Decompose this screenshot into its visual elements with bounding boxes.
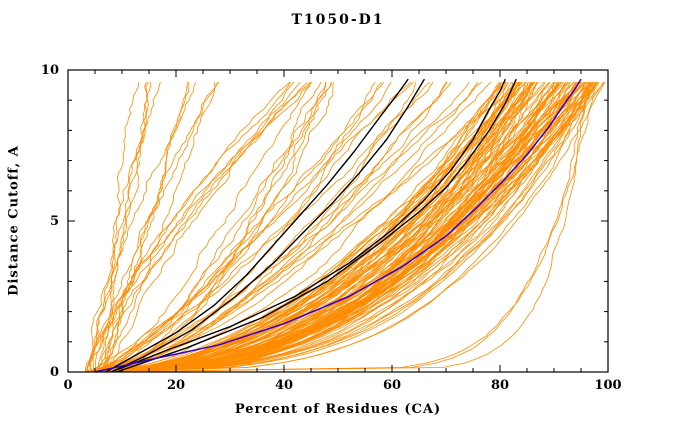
ensemble-curve	[95, 81, 220, 373]
ensemble-curve	[89, 81, 593, 373]
ensemble-curve	[92, 81, 414, 373]
ensemble-curve	[98, 81, 149, 373]
ensemble-curve	[104, 81, 479, 373]
ensemble-curve	[91, 81, 447, 373]
ensemble-curve	[87, 82, 591, 373]
ensemble-curve	[88, 81, 161, 373]
ensemble-curve	[101, 81, 546, 373]
ensemble-curve	[90, 81, 503, 373]
ensemble-curve	[97, 81, 555, 373]
x-tick-label: 0	[63, 378, 72, 393]
ensemble-curve	[88, 81, 385, 373]
ensemble-curve	[97, 81, 591, 373]
ensemble-curve	[95, 81, 545, 373]
ensemble-curve	[86, 81, 600, 373]
ensemble-curve	[105, 81, 503, 373]
ensemble-curve	[96, 82, 188, 373]
ensemble-curve	[101, 82, 334, 373]
ensemble-curve	[98, 81, 591, 373]
ensemble-curve	[106, 81, 518, 373]
ensemble-curve	[85, 81, 512, 373]
ensemble-curve	[106, 81, 523, 373]
ensemble-curve	[98, 81, 521, 373]
ensemble-curve	[99, 81, 594, 373]
ensemble-curve	[84, 81, 197, 373]
ensemble-curve	[96, 81, 591, 373]
ensemble-curve	[93, 81, 501, 373]
ensemble-curve	[86, 82, 140, 373]
ensemble-curve	[88, 81, 596, 373]
ensemble-curve	[84, 82, 327, 373]
ensemble-curve	[86, 81, 506, 373]
ensemble-curve	[93, 81, 291, 373]
ensemble-curve	[88, 81, 322, 373]
x-tick-label: 40	[275, 378, 293, 393]
highlight-model-1	[105, 78, 409, 373]
ensemble-curve	[84, 81, 518, 373]
ensemble-curve	[83, 81, 448, 373]
ensemble-curve	[95, 81, 333, 373]
y-tick-label: 5	[50, 214, 59, 229]
chart-title: T1050-D1	[291, 12, 385, 28]
ensemble-curve	[86, 81, 503, 373]
ensemble-curve	[103, 81, 312, 373]
ensemble-curve	[101, 81, 605, 373]
ensemble-curve	[90, 81, 594, 373]
ensemble-curve	[105, 81, 585, 373]
ensemble-curve	[105, 81, 295, 373]
ensemble-curve	[102, 81, 566, 373]
ensemble-curve	[100, 81, 535, 373]
ensemble-curve	[94, 81, 596, 373]
ensemble-curve	[85, 82, 589, 373]
y-tick-label: 10	[41, 63, 59, 78]
ensemble-curve	[92, 81, 291, 373]
ensemble-curve	[95, 81, 597, 373]
y-tick-label: 0	[50, 365, 59, 380]
highlight-model-3	[110, 78, 507, 373]
ensemble-curve	[86, 81, 582, 373]
ensemble-curve	[91, 81, 576, 373]
ensemble-curve	[103, 82, 190, 373]
ensemble-curve	[87, 81, 149, 373]
ensemble-curve	[85, 81, 578, 373]
ensemble-curve	[106, 81, 529, 373]
highlight-model-4	[116, 78, 517, 373]
reference-model	[94, 78, 582, 373]
ensemble-curve	[95, 81, 392, 373]
ensemble-curve	[98, 82, 216, 373]
ensemble-curve	[84, 81, 598, 373]
ensemble-curve	[104, 81, 219, 373]
ensemble-curve	[104, 81, 470, 373]
ensemble-curve	[100, 81, 312, 373]
ensemble-curve	[86, 81, 308, 373]
x-tick-label: 20	[167, 378, 185, 393]
ensemble-curve	[100, 81, 532, 373]
ensemble-curve	[105, 82, 332, 373]
highlight-model-2	[110, 78, 426, 373]
x-tick-label: 80	[491, 378, 509, 393]
ensemble-curve	[101, 81, 555, 373]
ensemble-curve	[95, 82, 532, 373]
ensemble-curve	[87, 81, 597, 373]
ensemble-curve	[102, 81, 534, 373]
ensemble-curve	[97, 81, 529, 373]
ensemble-curve	[84, 81, 576, 373]
x-tick-label: 100	[594, 378, 621, 393]
x-axis-label: Percent of Residues (CA)	[234, 402, 442, 417]
x-tick-label: 60	[383, 378, 401, 393]
ensemble-curve	[93, 82, 537, 373]
